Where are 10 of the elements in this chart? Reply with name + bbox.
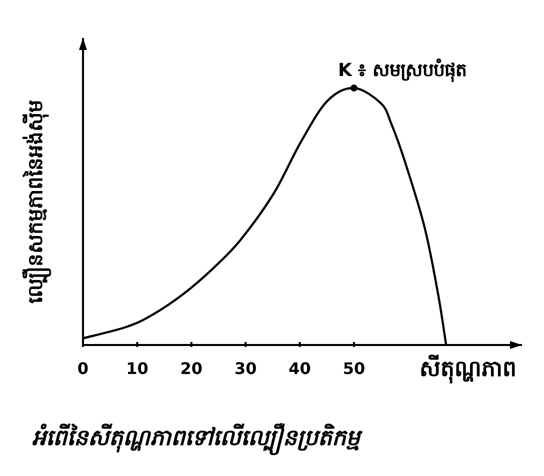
x-tick-label: 10 (126, 359, 148, 378)
x-tick-label: 40 (288, 359, 311, 378)
y-axis-title: ល្បឿនសកម្មភាពនៃអង់ស៊ីម (22, 100, 52, 304)
x-tick-label: 0 (77, 359, 89, 378)
annotation: K ៖ សមស្របបំផុត (338, 58, 466, 83)
text: អំពើនៃសីតុណ្ហភាពទៅលើល្បឿនប្រតិកម្ម (32, 423, 363, 456)
x-tick-label: 30 (234, 359, 257, 378)
x-tick-label: 50 (342, 359, 366, 378)
x-tick-label: 20 (180, 359, 203, 378)
x-axis-title: សីតុណ្ហភាព (420, 354, 516, 384)
